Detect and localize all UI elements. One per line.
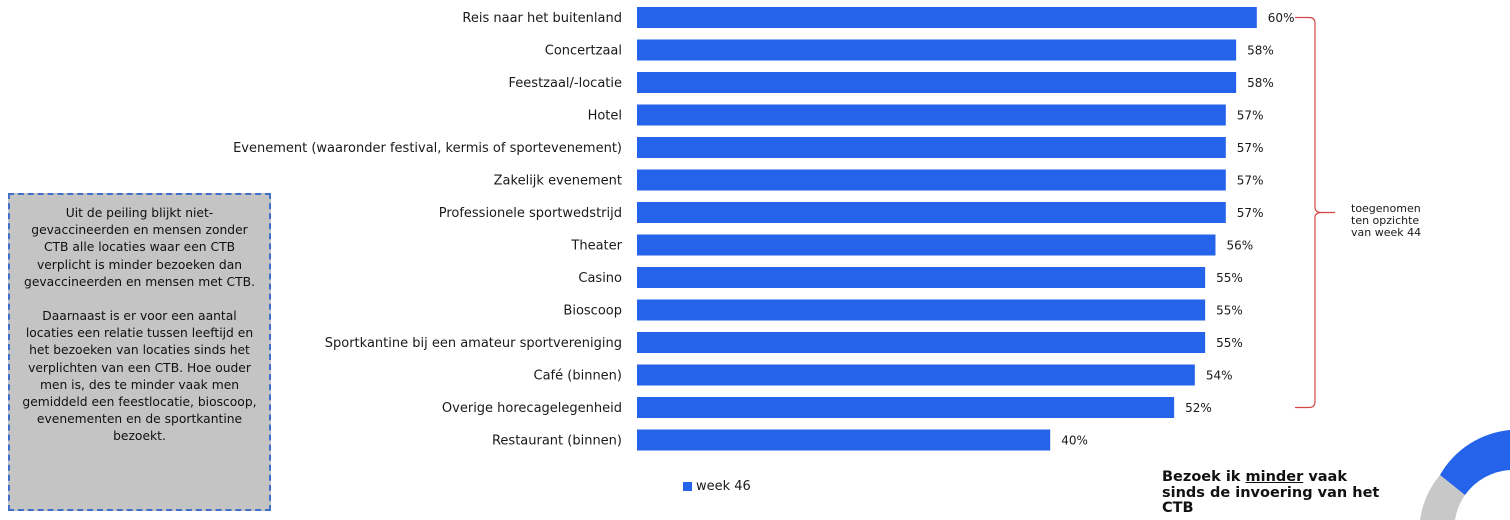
slide-subtitle-underlined: minder	[1245, 469, 1304, 485]
corner-ring-gray	[1420, 475, 1465, 520]
value-label: 55%	[1216, 271, 1243, 285]
category-label: Professionele sportwedstrijd	[439, 206, 622, 221]
category-label: Sportkantine bij een amateur sportvereni…	[325, 336, 622, 351]
value-label: 58%	[1247, 76, 1274, 90]
info-paragraph-2: Daarnaast is er voor een aantal locaties…	[22, 309, 257, 444]
bar	[637, 137, 1226, 158]
category-label: Feestzaal/-locatie	[509, 76, 622, 91]
category-label: Casino	[578, 271, 622, 286]
bar	[637, 397, 1175, 418]
value-label: 52%	[1185, 401, 1212, 415]
category-label: Concertzaal	[545, 44, 622, 59]
bar	[637, 429, 1051, 451]
category-label: Restaurant (binnen)	[492, 434, 622, 449]
value-label: 57%	[1237, 109, 1264, 123]
bar	[637, 39, 1237, 61]
info-paragraph-1: Uit de peiling blijkt niet-gevaccineerde…	[24, 206, 255, 289]
legend-label: week 46	[696, 479, 751, 494]
bar	[637, 332, 1206, 353]
legend: week 46	[683, 479, 751, 494]
bar	[637, 364, 1195, 386]
value-label: 58%	[1247, 44, 1274, 58]
bracket-note: toegenomen ten opzichte van week 44	[1351, 202, 1422, 239]
category-label: Hotel	[588, 109, 622, 124]
category-label: Bioscoop	[563, 304, 622, 319]
value-label: 40%	[1061, 434, 1088, 448]
bar	[637, 7, 1257, 28]
category-label: Café (binnen)	[534, 369, 622, 384]
slide-subtitle: Bezoek ik minder vaak sinds de invoering…	[1162, 469, 1392, 517]
bar	[637, 169, 1226, 191]
corner-ring-graphic	[1420, 430, 1510, 520]
bar	[637, 104, 1226, 126]
bar-chart: Reis naar het buitenland 60% Concertzaal 58…	[233, 7, 1335, 451]
value-label: 57%	[1237, 141, 1264, 155]
bar	[637, 202, 1226, 223]
value-label: 56%	[1226, 239, 1253, 253]
bar	[637, 234, 1216, 256]
legend-swatch	[683, 482, 692, 491]
bar	[637, 267, 1206, 288]
value-label: 60%	[1268, 11, 1295, 25]
value-label: 55%	[1216, 336, 1243, 350]
category-label: Zakelijk evenement	[494, 174, 622, 189]
corner-ring-blue	[1440, 430, 1510, 495]
category-label: Reis naar het buitenland	[462, 11, 622, 26]
category-label: Evenement (waaronder festival, kermis of…	[233, 141, 622, 156]
bar	[637, 299, 1206, 321]
value-label: 57%	[1237, 174, 1264, 188]
value-label: 57%	[1237, 206, 1264, 220]
value-label: 54%	[1206, 369, 1233, 383]
category-label: Overige horecagelegenheid	[442, 401, 622, 416]
category-label: Theater	[570, 239, 622, 254]
info-box: Uit de peiling blijkt niet-gevaccineerde…	[8, 193, 271, 511]
slide-subtitle-after: vaak sinds de invoering van het CTB	[1162, 469, 1380, 516]
value-label: 55%	[1216, 304, 1243, 318]
slide-subtitle-before: Bezoek ik	[1162, 469, 1246, 485]
bracket	[1295, 16, 1335, 409]
bar	[637, 72, 1237, 93]
